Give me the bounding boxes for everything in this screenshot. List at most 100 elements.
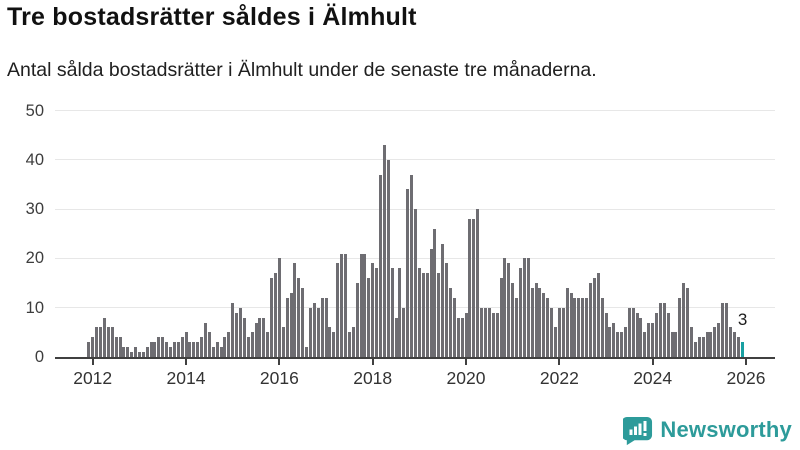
bar: [118, 337, 122, 357]
bar: [149, 342, 153, 357]
bar: [526, 258, 530, 357]
y-tick-label: 10: [25, 298, 44, 317]
bar: [425, 273, 429, 357]
bar: [250, 332, 254, 357]
bar: [316, 307, 320, 357]
bar: [309, 307, 313, 357]
bar: [165, 342, 169, 357]
bar: [172, 342, 176, 357]
bar: [448, 288, 452, 357]
highlight-bar: [740, 342, 744, 357]
bar: [336, 263, 340, 357]
bar: [355, 283, 359, 357]
bar: [215, 342, 219, 357]
bar: [130, 352, 134, 357]
x-tick-label: 2020: [446, 368, 486, 388]
bar: [507, 263, 511, 357]
bar: [394, 317, 398, 357]
bar: [406, 189, 410, 357]
x-tick-label: 2012: [73, 368, 113, 388]
bar: [328, 327, 332, 357]
bar: [495, 312, 499, 357]
bar: [192, 342, 196, 357]
bar: [347, 332, 351, 357]
bar: [627, 307, 631, 357]
bar: [106, 327, 110, 357]
bar: [371, 263, 375, 357]
bar: [452, 297, 456, 357]
bar: [717, 322, 721, 357]
bar: [102, 317, 106, 357]
bar: [690, 327, 694, 357]
bar: [682, 283, 686, 357]
bar: [262, 317, 266, 357]
bar: [169, 347, 173, 357]
bar: [110, 327, 114, 357]
bar: [320, 297, 324, 357]
bar: [600, 297, 604, 357]
x-tick-label: 2014: [166, 368, 206, 388]
bar: [565, 288, 569, 357]
x-tick: [465, 359, 468, 365]
bar: [305, 347, 309, 357]
bar: [592, 278, 596, 357]
bar: [728, 327, 732, 357]
bar: [460, 317, 464, 357]
bar: [511, 283, 515, 357]
bar: [655, 312, 659, 357]
bar: [274, 273, 278, 357]
y-gridline: [55, 159, 775, 161]
x-tick: [278, 359, 281, 365]
bar: [211, 347, 215, 357]
bar: [137, 352, 141, 357]
bar: [126, 347, 130, 357]
x-tick: [371, 359, 374, 365]
highlight-value-label: 3: [737, 310, 748, 329]
bar: [472, 219, 476, 357]
bar: [157, 337, 161, 357]
bar: [417, 268, 421, 357]
bar: [546, 297, 550, 357]
bar: [577, 297, 581, 357]
bar: [456, 317, 460, 357]
bar: [429, 248, 433, 357]
bar: [91, 337, 95, 357]
bar: [522, 258, 526, 357]
bar: [701, 337, 705, 357]
bar: [530, 288, 534, 357]
bar: [441, 243, 445, 357]
x-tick-label: 2024: [633, 368, 673, 388]
bar: [332, 332, 336, 357]
bar: [658, 302, 662, 357]
bar: [231, 302, 235, 357]
bar: [161, 337, 165, 357]
bar: [200, 337, 204, 357]
bar: [145, 347, 149, 357]
x-tick-label: 2016: [259, 368, 299, 388]
bar: [122, 347, 126, 357]
bar: [293, 263, 297, 357]
bar: [581, 297, 585, 357]
bar: [503, 258, 507, 357]
bar: [620, 332, 624, 357]
bar: [235, 312, 239, 357]
bar: [604, 312, 608, 357]
x-tick: [651, 359, 654, 365]
bar: [515, 297, 519, 357]
bar: [480, 307, 484, 357]
bar: [153, 342, 157, 357]
bar: [713, 327, 717, 357]
bar: [227, 332, 231, 357]
bar: [557, 307, 561, 357]
bar: [312, 302, 316, 357]
bar: [550, 307, 554, 357]
bar: [254, 322, 258, 357]
bar: [246, 337, 250, 357]
bar: [732, 332, 736, 357]
bar: [553, 327, 557, 357]
bar: [421, 273, 425, 357]
y-tick-label: 20: [25, 249, 44, 268]
x-tick: [91, 359, 94, 365]
bar: [643, 332, 647, 357]
